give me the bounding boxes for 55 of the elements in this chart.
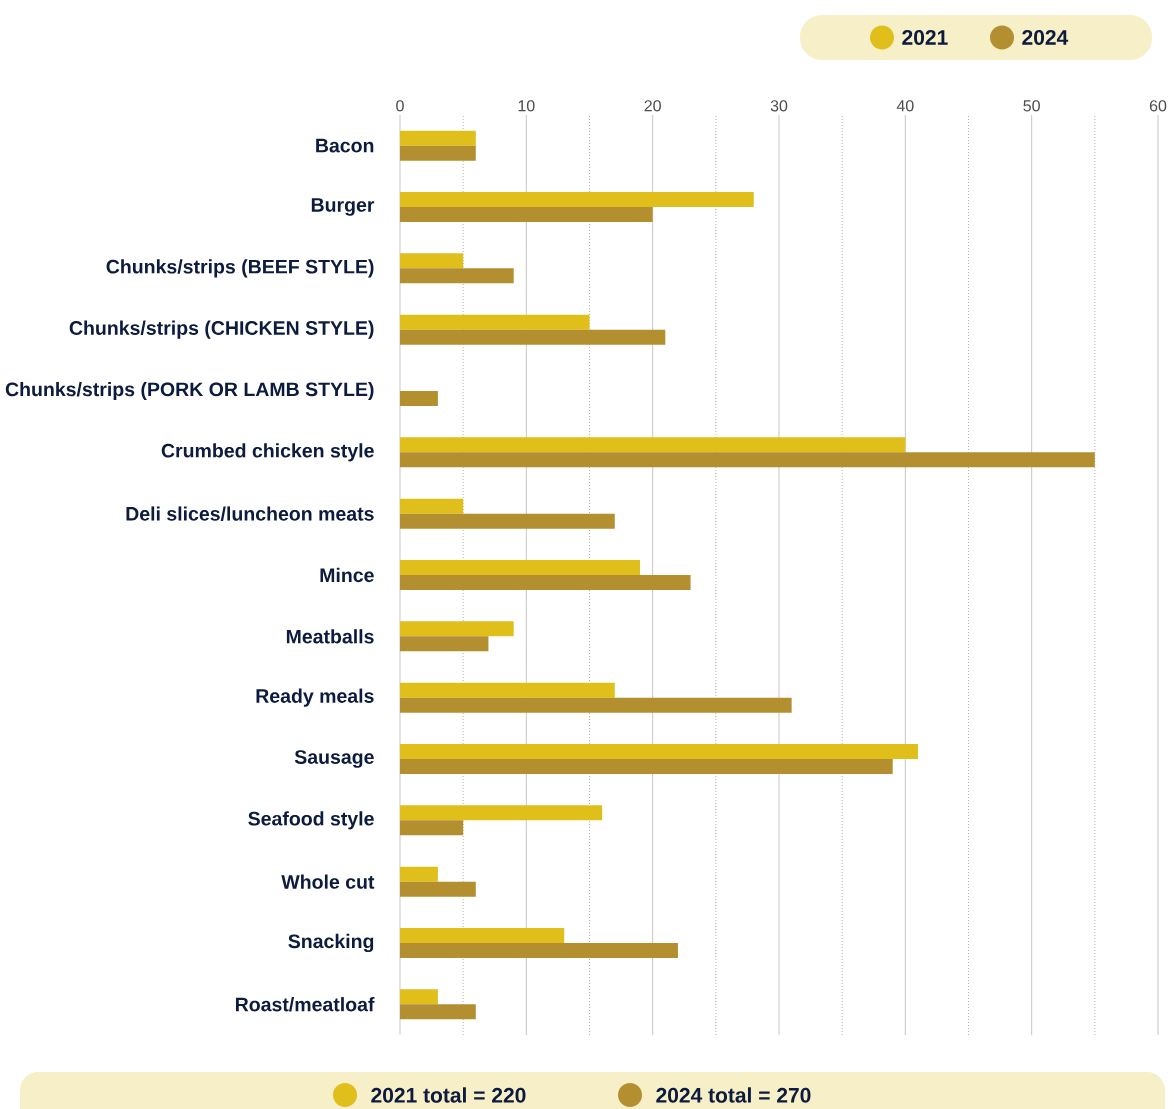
y-tick-label: Whole cut <box>281 874 375 889</box>
bar <box>400 1004 476 1020</box>
bar <box>400 498 464 514</box>
bar <box>400 130 476 146</box>
x-tick-label: 10 <box>518 100 535 112</box>
bar <box>400 452 1095 468</box>
bar <box>400 253 464 269</box>
bar <box>400 329 666 345</box>
y-tick-label: Crumbed chicken style <box>161 443 374 462</box>
y-tick-label: Ready meals <box>256 688 374 707</box>
text: 2024 total = 270 <box>656 1087 811 1103</box>
bar <box>400 928 565 943</box>
x-tick-label: 60 <box>1149 100 1167 112</box>
bar <box>400 805 603 821</box>
x-tick-label: 50 <box>1023 100 1040 112</box>
legend-label: 2021 <box>902 30 948 45</box>
y-tick-label: Mince <box>320 567 374 583</box>
bar <box>400 437 906 453</box>
bar <box>400 989 438 1005</box>
y-tick-label: Sausage <box>294 750 374 768</box>
bar <box>400 390 438 406</box>
bar <box>400 866 438 882</box>
bar <box>400 560 641 575</box>
y-tick-label: Snacking <box>288 933 374 953</box>
bar <box>400 268 514 284</box>
y-tick-label: Chunks/strips (CHICKEN STYLE) <box>69 320 374 339</box>
x-tick-label: 0 <box>396 100 404 112</box>
bar <box>400 881 476 897</box>
legend-label: 2024 <box>1022 30 1069 45</box>
y-tick-label: Seafood style <box>248 811 374 830</box>
y-tick-label: Burger <box>311 198 375 216</box>
text: 2021 total = 220 <box>371 1087 526 1103</box>
bar <box>400 820 464 836</box>
y-tick-label: Meatballs <box>286 629 374 644</box>
bar <box>400 513 615 529</box>
x-tick-label: 30 <box>770 100 788 112</box>
bar <box>400 574 691 590</box>
y-tick-label: Chunks/strips (PORK OR LAMB STYLE) <box>5 381 374 401</box>
y-tick-label: Deli slices/luncheon meats <box>126 506 374 521</box>
bar <box>400 145 476 161</box>
y-tick-label: Roast/meatloaf <box>235 997 375 1012</box>
x-tick-label: 40 <box>896 100 914 112</box>
y-tick-label: Bacon <box>316 138 374 153</box>
bar <box>400 943 678 958</box>
bar <box>400 636 489 652</box>
x-tick-label: 20 <box>644 100 661 112</box>
bar <box>400 314 590 330</box>
y-tick-label: Chunks/strips (BEEF STYLE) <box>106 259 374 278</box>
bar <box>400 744 918 759</box>
bar <box>400 682 615 698</box>
bar <box>400 697 792 713</box>
bar <box>400 621 514 637</box>
bar <box>400 206 653 222</box>
bar <box>400 759 893 774</box>
bar <box>400 191 754 207</box>
